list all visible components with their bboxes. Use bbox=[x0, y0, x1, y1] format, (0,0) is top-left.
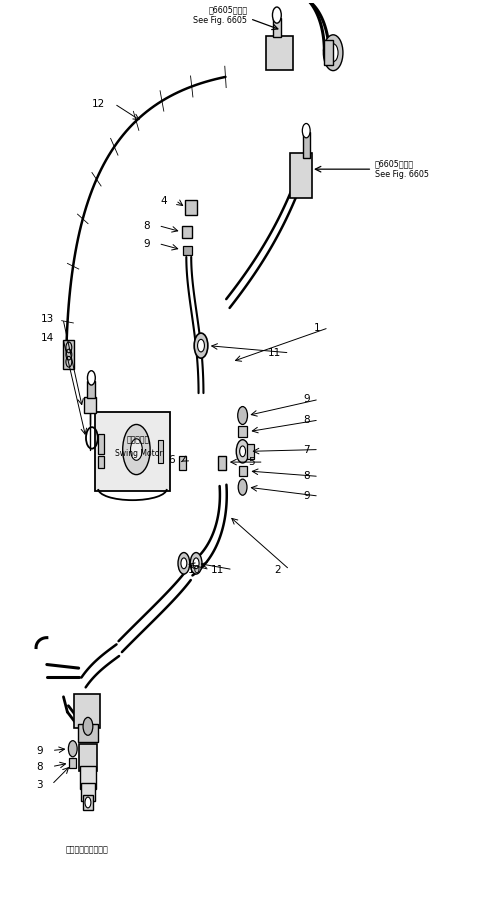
Text: Swing Motor: Swing Motor bbox=[114, 448, 162, 457]
Bar bbox=[73, 695, 100, 728]
Text: 9: 9 bbox=[36, 746, 43, 756]
Bar bbox=[324, 41, 333, 65]
Circle shape bbox=[240, 446, 246, 456]
Bar bbox=[239, 466, 247, 476]
Bar bbox=[79, 744, 97, 771]
Text: スイベルジョイント: スイベルジョイント bbox=[65, 845, 108, 854]
Circle shape bbox=[193, 558, 199, 568]
Circle shape bbox=[198, 339, 204, 352]
Circle shape bbox=[178, 553, 190, 574]
Text: 8: 8 bbox=[143, 221, 149, 231]
Bar bbox=[88, 381, 95, 399]
Bar bbox=[303, 133, 310, 158]
Bar bbox=[98, 435, 103, 454]
Circle shape bbox=[272, 7, 281, 23]
Bar bbox=[83, 796, 93, 810]
Text: 14: 14 bbox=[41, 334, 54, 344]
Circle shape bbox=[88, 371, 95, 385]
Text: 11: 11 bbox=[267, 348, 281, 358]
Text: 10: 10 bbox=[188, 565, 201, 575]
Bar bbox=[80, 766, 96, 789]
Bar bbox=[183, 246, 192, 255]
Bar bbox=[180, 456, 186, 470]
Text: 12: 12 bbox=[92, 99, 105, 109]
Circle shape bbox=[302, 124, 310, 138]
Bar bbox=[98, 456, 103, 468]
Text: 4: 4 bbox=[160, 196, 167, 206]
Bar bbox=[266, 36, 293, 69]
Text: 5: 5 bbox=[248, 457, 255, 467]
Circle shape bbox=[238, 479, 247, 495]
Circle shape bbox=[85, 797, 91, 808]
Bar bbox=[238, 426, 247, 437]
Circle shape bbox=[181, 558, 187, 568]
Circle shape bbox=[68, 741, 77, 757]
Bar bbox=[182, 226, 192, 238]
Text: 1: 1 bbox=[313, 323, 320, 333]
Bar bbox=[78, 723, 98, 741]
Circle shape bbox=[236, 439, 249, 463]
Text: 8: 8 bbox=[36, 761, 43, 771]
Bar bbox=[81, 783, 95, 801]
Bar bbox=[69, 759, 76, 768]
Text: 9: 9 bbox=[143, 238, 149, 249]
Circle shape bbox=[83, 717, 93, 735]
Circle shape bbox=[194, 333, 208, 358]
Bar bbox=[291, 153, 312, 198]
Bar bbox=[273, 18, 281, 38]
Text: 第6605図参照
See Fig. 6605: 第6605図参照 See Fig. 6605 bbox=[375, 160, 429, 179]
Bar bbox=[218, 456, 226, 470]
Text: 8: 8 bbox=[303, 472, 310, 482]
Bar bbox=[84, 397, 96, 413]
Text: 11: 11 bbox=[211, 565, 224, 575]
Circle shape bbox=[190, 553, 202, 574]
Bar bbox=[247, 444, 254, 458]
Text: 旋回モータ: 旋回モータ bbox=[127, 435, 150, 444]
Circle shape bbox=[323, 35, 343, 70]
Text: 3: 3 bbox=[36, 779, 43, 789]
Bar bbox=[185, 200, 197, 216]
Circle shape bbox=[123, 425, 150, 474]
Text: 9: 9 bbox=[303, 491, 310, 502]
Text: 第6605図参照
See Fig. 6605: 第6605図参照 See Fig. 6605 bbox=[194, 5, 248, 24]
Circle shape bbox=[131, 438, 142, 460]
Text: 13: 13 bbox=[41, 314, 54, 324]
Text: 6: 6 bbox=[168, 456, 175, 465]
Bar bbox=[63, 340, 74, 369]
Text: 8: 8 bbox=[303, 415, 310, 425]
Text: 7: 7 bbox=[303, 445, 310, 455]
Text: 9: 9 bbox=[303, 394, 310, 404]
Text: 2: 2 bbox=[274, 565, 281, 575]
Circle shape bbox=[238, 407, 248, 425]
Bar bbox=[158, 440, 163, 463]
Bar bbox=[95, 412, 170, 491]
Circle shape bbox=[328, 44, 338, 61]
